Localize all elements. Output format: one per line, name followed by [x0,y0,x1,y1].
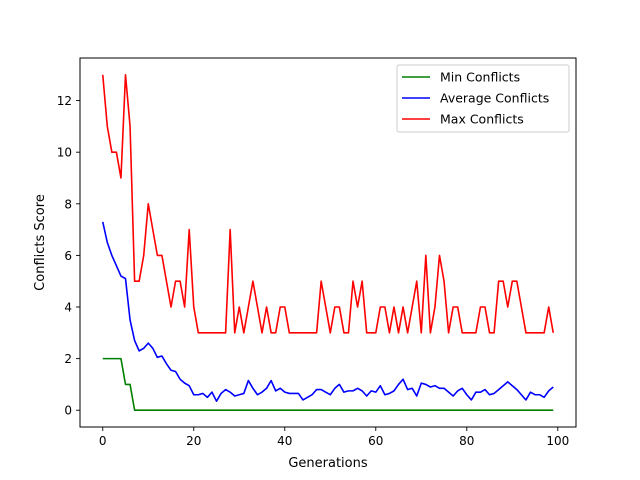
legend: Min Conflicts Average Conflicts Max Confli… [396,64,570,133]
plot-lines [101,73,555,412]
y-axis-ticks: 0 2 4 6 8 10 12 [57,94,80,418]
y-tick-label: 8 [64,197,72,211]
legend-box [396,64,570,133]
y-tick-label: 4 [64,301,72,315]
y-tick-label: 10 [57,146,72,160]
x-tick-label: 20 [186,434,201,448]
x-tick-label: 60 [368,434,383,448]
y-tick-label: 2 [64,352,72,366]
x-tick-label: 0 [99,434,107,448]
series-line-2 [101,73,555,334]
series-line-1 [101,221,554,403]
y-tick-label: 0 [64,404,72,418]
y-tick-label: 6 [64,249,72,263]
legend-label-0: Min Conflicts [440,70,520,85]
x-axis-label: Generations [288,456,368,471]
legend-label-2: Max Conflicts [440,112,524,127]
legend-label-1: Average Conflicts [440,91,549,106]
x-tick-label: 80 [459,434,474,448]
y-tick-label: 12 [57,94,72,108]
x-axis-ticks: 0 20 40 60 80 100 [99,427,569,448]
x-tick-label: 40 [277,434,292,448]
series-line-0 [102,357,554,412]
y-axis-label: Conflicts Score [33,194,48,291]
plot-frame [79,57,577,428]
x-tick-label: 100 [546,434,569,448]
